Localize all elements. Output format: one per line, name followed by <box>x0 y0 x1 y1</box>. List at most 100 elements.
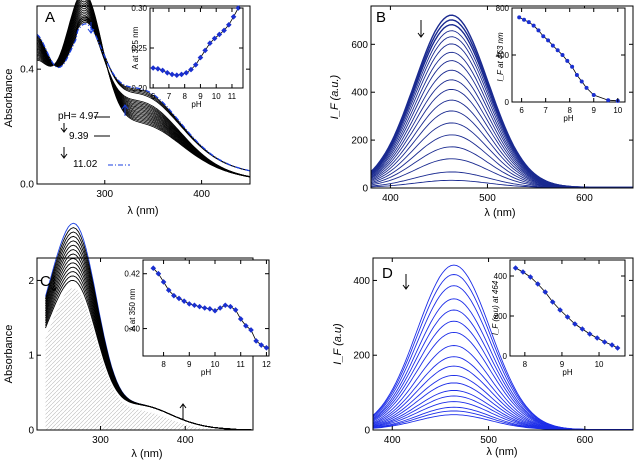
panel-b-label: B <box>376 9 386 26</box>
panel-c-inset-bg <box>142 259 270 357</box>
panel-c-ytick-label: 0 <box>28 426 34 437</box>
panel-b-inset-point <box>570 64 575 69</box>
panel-a-spectrum-curve <box>36 20 251 177</box>
panel-d-xtick-label: 400 <box>384 435 401 446</box>
panel-b-inset-point <box>526 20 531 25</box>
panel-a-inset-bg <box>149 7 244 89</box>
panel-d-inset-point <box>601 339 608 345</box>
legend-label-ph-4-97: pH= 4.97 <box>58 111 99 122</box>
panel-b-xtick-label: 500 <box>479 193 496 204</box>
panel-b-inset-point <box>606 98 611 103</box>
panel-d-inset-point <box>512 265 519 271</box>
panel-d-xlabel: λ (nm) <box>486 446 517 458</box>
panel-d-inset-ytick-label: 200 <box>494 312 508 321</box>
panel-a-ytick-label: 0.0 <box>20 180 34 191</box>
panel-a-inset-xtick-label: 10 <box>212 92 221 101</box>
panel-b-inset-ytick-label: 0 <box>505 98 510 107</box>
panel-d-inset-xtick-label: 8 <box>523 360 528 369</box>
panel-a-inset-point <box>235 5 242 11</box>
panel-d-inset-point <box>564 314 571 320</box>
panel-a-inset-point <box>183 70 190 76</box>
panel-b-ytick-label: 0 <box>362 184 368 195</box>
panel-b-ytick-label: 600 <box>351 40 368 51</box>
panel-a-inset: 6 7 8 9 10 11 0.20 0.25 0.30 pH <box>131 4 244 109</box>
panel-d-inset-point <box>572 321 578 327</box>
arrow-down-icon <box>50 276 58 292</box>
arrow-down-icon <box>402 274 410 290</box>
panel-c-xtick-label: 300 <box>92 435 109 446</box>
panel-b-inset-point <box>517 15 522 20</box>
panel-c-inset: 8 9 10 11 12 0.40 0.42 pH <box>124 259 271 377</box>
panel-c-inset-xtick-label: 9 <box>187 360 192 369</box>
panel-b-inset-xtick-label: 7 <box>543 106 548 115</box>
panel-b-xtick-label: 600 <box>576 193 593 204</box>
panel-c-inset-xlabel: pH <box>201 368 211 377</box>
panel-a-xtick-label: 300 <box>96 189 113 200</box>
panel-d-inset: 8 9 10 0 200 400 pH <box>494 259 626 377</box>
panel-b-frame <box>370 5 634 189</box>
panel-c-inset-point <box>217 305 223 311</box>
panel-b-inset-point <box>555 48 560 53</box>
panel-b-emission-curve <box>370 158 633 188</box>
panel-b-inset-point <box>584 85 589 90</box>
panel-a-inset-point <box>159 67 166 74</box>
panel-b-emission-curve <box>370 122 633 188</box>
arrow-up-icon <box>179 403 187 419</box>
panel-d-inset-ytick-label: 0 <box>503 352 508 361</box>
panel-d-inset-point <box>542 289 549 295</box>
panel-b-inset-ylabel: I_F at 463 nm <box>496 32 505 82</box>
panel-c-inset-point <box>176 295 182 302</box>
panel-d-inset-point <box>579 326 586 332</box>
panel-d-ytick-label: 400 <box>353 276 370 287</box>
panel-d-label: D <box>382 265 393 282</box>
panel-b-inset-point <box>565 58 570 63</box>
panel-c-inset-point <box>253 338 259 344</box>
panel-a-inset-ytick-label: 0.25 <box>131 44 147 53</box>
arrow-down-icon <box>60 123 68 133</box>
panel-b-inset-point <box>536 28 541 33</box>
panel-b-inset-point <box>541 34 546 39</box>
panel-d-inset-xtick-label: 10 <box>595 360 604 369</box>
panel-d-inset-point <box>520 269 526 275</box>
panel-c-spectrum-curve <box>45 279 252 431</box>
panel-c-inset-point <box>186 301 193 307</box>
panel-d-frame <box>372 257 634 431</box>
panel-a-inset-point <box>164 70 171 76</box>
panel-b-inset-point <box>546 38 551 43</box>
arrow-down-icon <box>87 22 95 34</box>
panel-c-inset-point <box>201 305 208 311</box>
panel-c-ytick-label: 1 <box>28 351 34 362</box>
panel-d-inset-point <box>609 342 615 348</box>
panel-d-inset-point <box>549 299 556 305</box>
panel-c-inset-point <box>243 323 249 329</box>
panel-b: 400 500 600 0 200 400 600 Bλ (nm) I_F (a.u.) <box>329 5 634 219</box>
panel-b-inset-point <box>574 72 579 77</box>
panel-c-inset-point <box>212 307 218 314</box>
panel-a-inset-point <box>197 54 204 61</box>
panel-c-ytick-label: 2 <box>28 276 34 287</box>
panel-c-xtick-label: 400 <box>177 435 194 446</box>
arrow-down-icon <box>417 20 425 38</box>
panel-b-xtick-label: 400 <box>382 193 399 204</box>
panel-b-inset-point <box>531 23 536 28</box>
panel-c-xlabel: λ (nm) <box>131 448 162 460</box>
panel-b-inset-xtick-label: 6 <box>519 106 524 115</box>
panel-a-inset-point <box>216 31 223 38</box>
panel-a-inset-xtick-label: 8 <box>182 92 187 101</box>
panel-a-label: A <box>45 9 55 26</box>
panel-c-inset-point <box>160 279 167 285</box>
panel-d-inset-xlabel: pH <box>562 368 572 377</box>
panel-b-inset-point <box>522 17 527 22</box>
panel-d-inset-point <box>527 274 534 280</box>
panel-c-inset-point <box>263 344 270 351</box>
panel-a-inset-ytick-label: 0.20 <box>131 84 147 93</box>
panel-c-inset-point <box>196 303 203 310</box>
panel-a: 300 400 0.0 0.4 Aλ (nm) Absorbance pH= 4.97 9.3… <box>3 0 251 217</box>
panel-d-ytick-label: 200 <box>353 351 370 362</box>
panel-c-inset-point <box>150 265 157 272</box>
panel-d-xtick-label: 500 <box>480 435 497 446</box>
panel-d: 400 500 600 0 200 400 Dλ (nm) I_F (a.u) <box>332 257 634 458</box>
panel-c-inset-point <box>258 342 265 348</box>
panel-b-inset-point <box>591 92 596 97</box>
